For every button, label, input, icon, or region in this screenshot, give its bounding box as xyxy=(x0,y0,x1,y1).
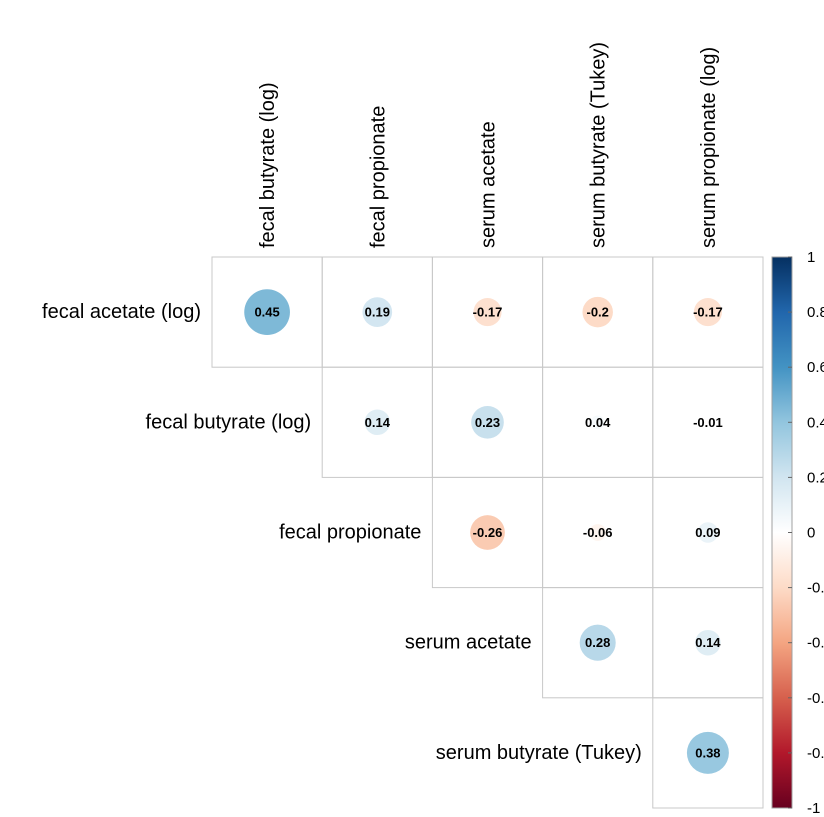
colorbar-gradient xyxy=(772,257,792,808)
row-labels: fecal acetate (log) fecal butyrate (log) f… xyxy=(42,301,642,764)
colorbar-tick-label: 0.4 xyxy=(807,414,824,431)
correlation-circle xyxy=(704,418,712,426)
correlation-values: 0.45 0.19 -0.17 -0.2 -0.17 0.14 0.23 0.04 -0.01 -… xyxy=(254,305,722,761)
colorbar-tick-label: 0.8 xyxy=(807,304,824,321)
correlation-circles xyxy=(244,289,729,774)
colorbar-tick-label: -1 xyxy=(807,800,820,817)
correlation-circle xyxy=(695,629,721,656)
correlation-circle xyxy=(471,405,504,439)
grid xyxy=(211,256,764,809)
correlation-value-label: -0.06 xyxy=(583,525,613,540)
column-label: fecal propionate xyxy=(367,106,389,248)
colorbar-tick-label: -0.4 xyxy=(807,635,824,652)
correlation-value-label: 0.45 xyxy=(254,305,279,320)
row-label: serum acetate xyxy=(405,632,532,654)
correlation-value-label: -0.17 xyxy=(473,305,503,320)
correlation-value-label: 0.09 xyxy=(695,525,720,540)
grid-cell xyxy=(652,697,764,809)
column-label: serum propionate (log) xyxy=(698,47,720,248)
colorbar-tick-label: 0 xyxy=(807,525,815,542)
correlation-value-label: 0.14 xyxy=(695,635,721,650)
row-label: fecal butyrate (log) xyxy=(146,411,312,433)
correlation-circle xyxy=(579,624,616,661)
correlation-circle xyxy=(364,409,391,436)
correlation-circle xyxy=(590,415,605,430)
correlation-value-label: -0.26 xyxy=(473,525,503,540)
correlation-circle xyxy=(589,524,607,541)
correlation-value-label: -0.01 xyxy=(693,415,723,430)
column-labels: fecal butyrate (log) fecal propionate seru… xyxy=(257,42,720,248)
row-label: fecal acetate (log) xyxy=(42,301,201,323)
correlation-value-label: 0.04 xyxy=(585,415,611,430)
correlation-value-label: 0.19 xyxy=(365,305,390,320)
row-label: fecal propionate xyxy=(279,522,421,544)
correlation-value-label: 0.23 xyxy=(475,415,500,430)
column-label: serum acetate xyxy=(478,121,500,248)
colorbar-tick-label: -0.6 xyxy=(807,690,824,707)
correlation-value-label: 0.14 xyxy=(365,415,391,430)
correlation-circle xyxy=(686,731,729,774)
colorbar-tick-label: 0.6 xyxy=(807,359,824,376)
correlation-circle xyxy=(693,298,722,327)
correlation-circle xyxy=(362,297,393,327)
colorbar-tick-label: 1 xyxy=(807,249,815,266)
correlation-circle xyxy=(473,298,502,327)
correlation-value-label: -0.17 xyxy=(693,305,723,320)
correlation-circle xyxy=(697,522,719,543)
correlation-circle xyxy=(470,515,505,550)
correlation-circle xyxy=(582,296,613,328)
colorbar: 1 0.8 0.6 0.4 0.2 0 -0.2 -0.4 -0.6 -0.8 -1 xyxy=(771,249,824,817)
colorbar-tick-label: 0.2 xyxy=(807,469,824,486)
correlation-value-label: 0.28 xyxy=(585,635,610,650)
correlation-circle xyxy=(244,289,290,335)
correlation-value-label: -0.2 xyxy=(586,305,608,320)
colorbar-tick-label: -0.8 xyxy=(807,745,824,762)
correlation-value-label: 0.38 xyxy=(695,745,720,760)
row-label: serum butyrate (Tukey) xyxy=(436,742,642,764)
colorbar-tick-label: -0.2 xyxy=(807,580,824,597)
column-label: serum butyrate (Tukey) xyxy=(588,42,610,248)
column-label: fecal butyrate (log) xyxy=(257,82,279,248)
